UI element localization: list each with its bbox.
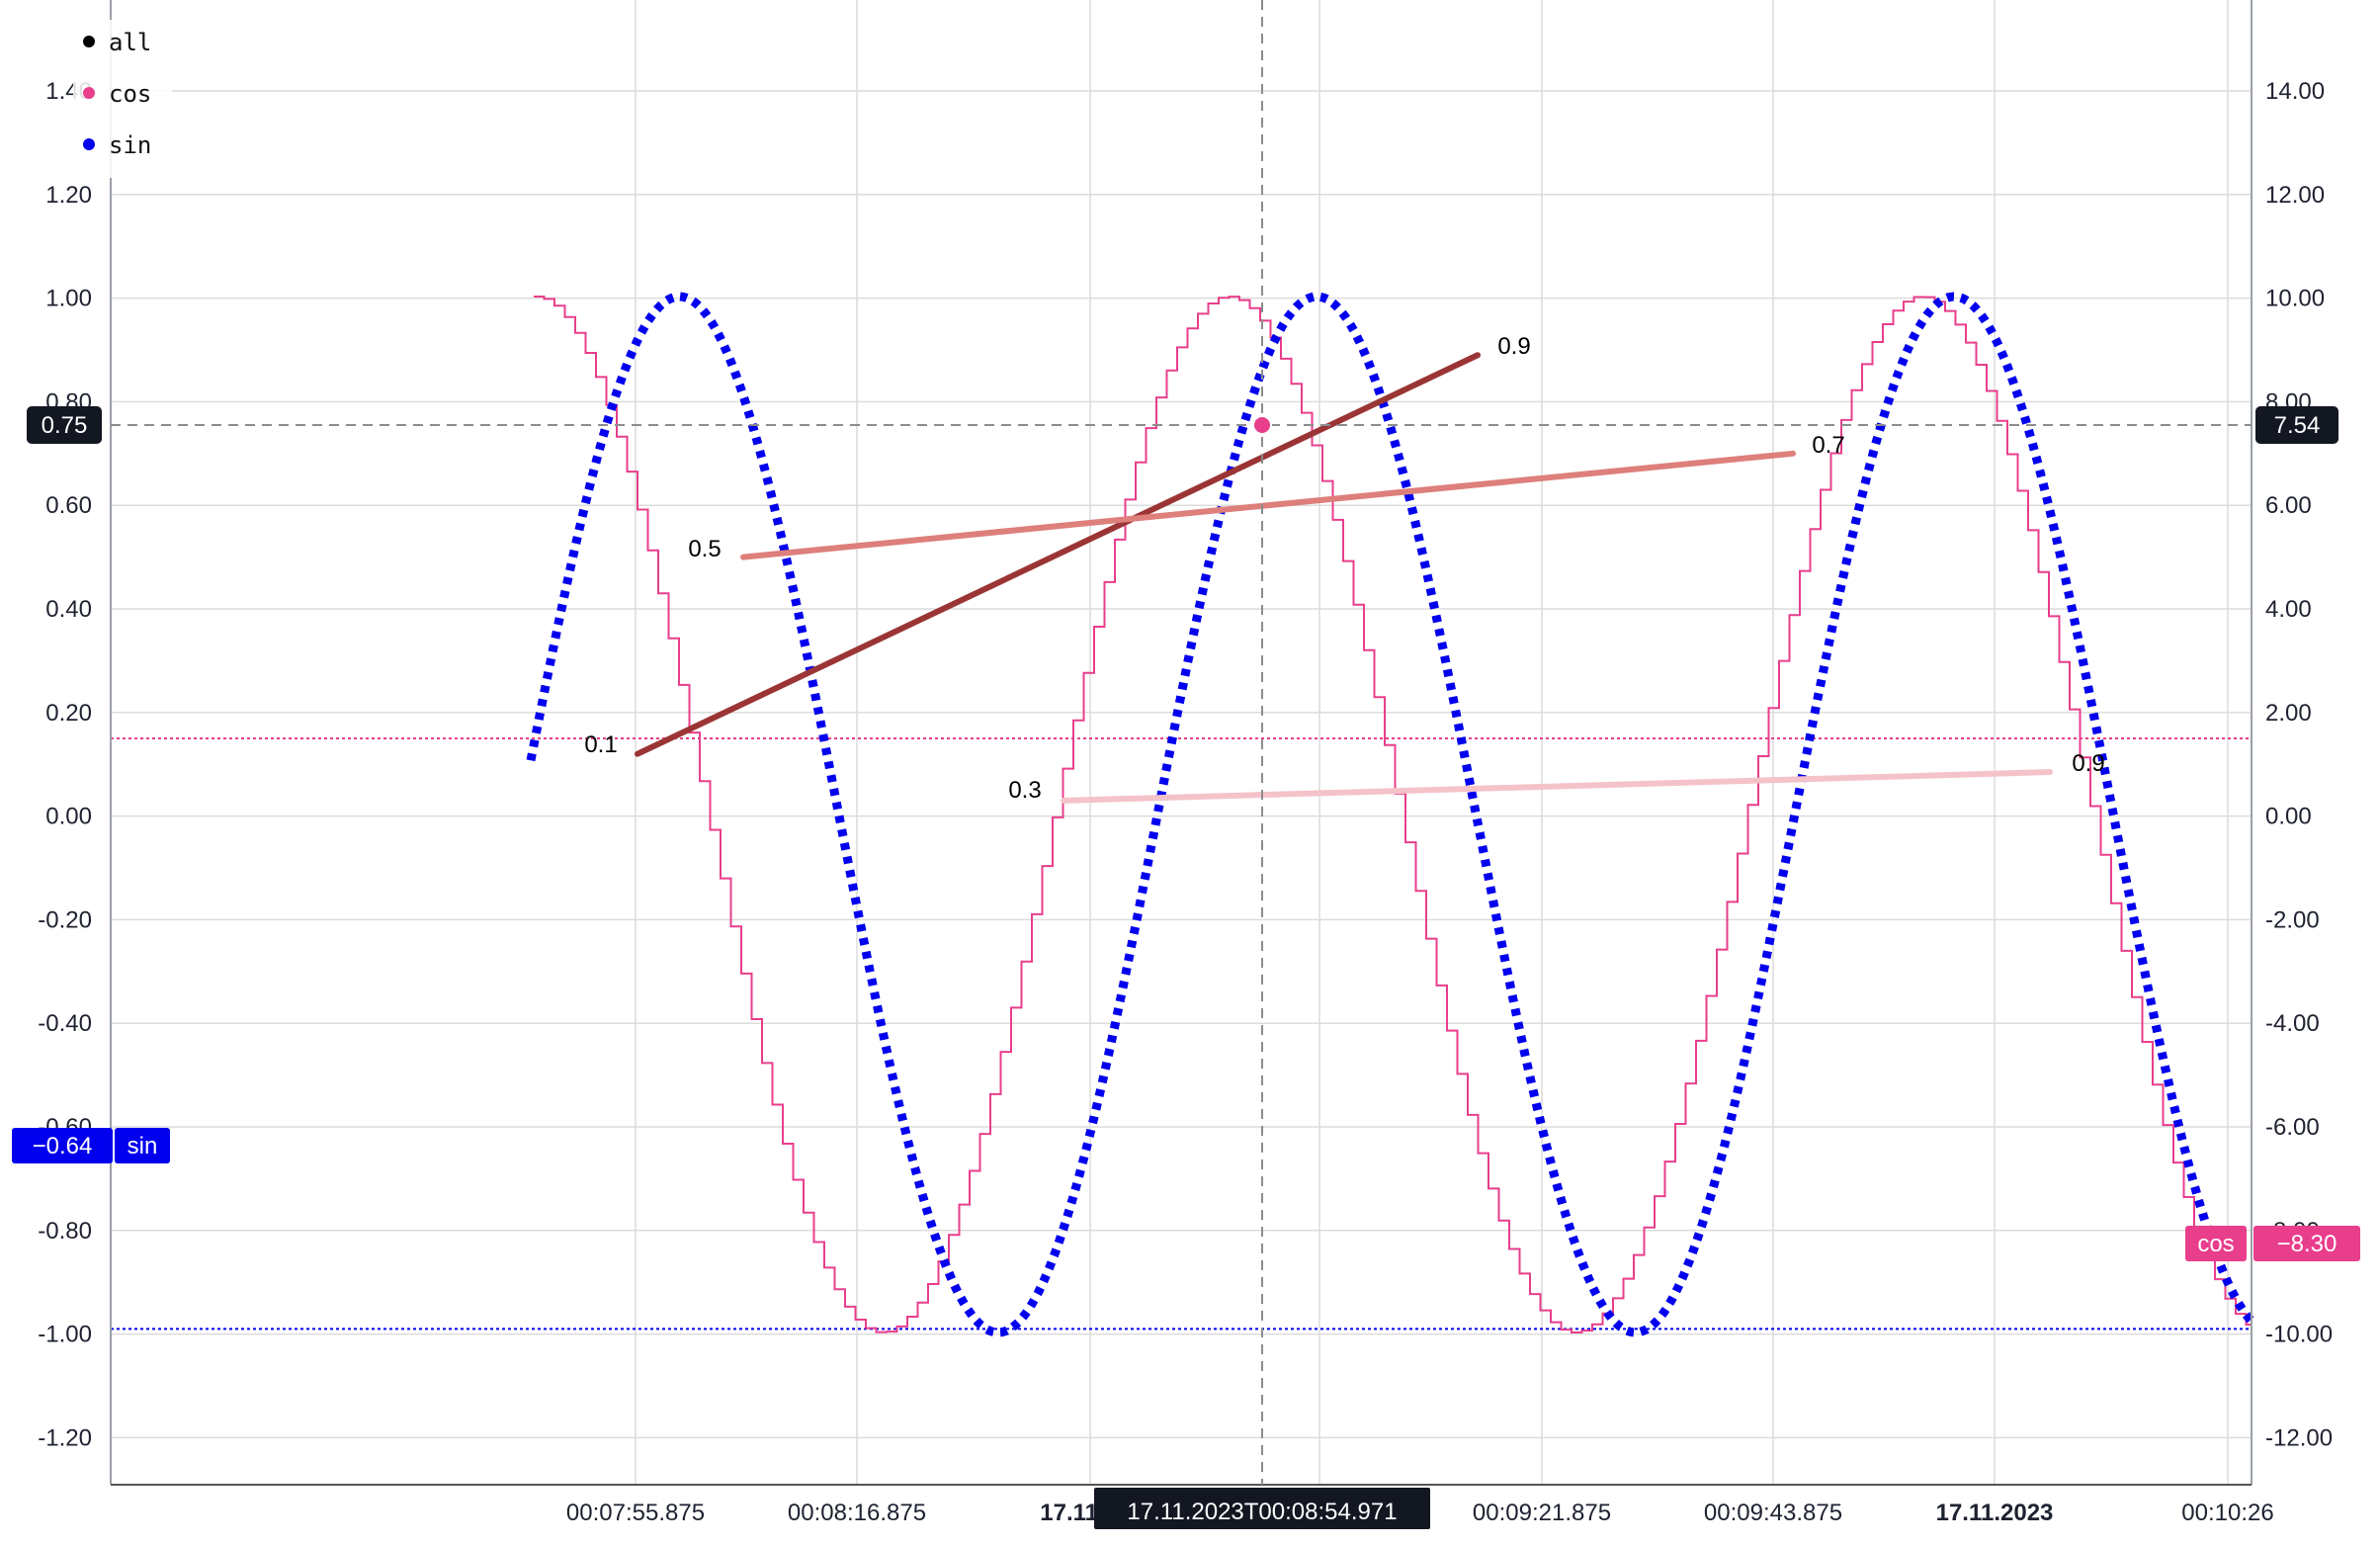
right-tick-label: -12.00 <box>2265 1424 2333 1451</box>
left-tick-label: -0.20 <box>38 906 92 933</box>
right-tick-label: 6.00 <box>2265 492 2312 519</box>
trend-line <box>635 352 1481 757</box>
trend-line <box>1061 769 2053 804</box>
x-tick-label: 00:09:21.875 <box>1473 1500 1611 1526</box>
trend-end-label: 0.9 <box>2072 750 2104 777</box>
trend-start-label: 0.1 <box>584 731 617 758</box>
x-tick-label: 00:07:55.875 <box>566 1500 705 1526</box>
right-tick-label: -4.00 <box>2265 1010 2320 1037</box>
trend-end-label: 0.7 <box>1812 432 1844 459</box>
left-tick-label: -0.80 <box>38 1218 92 1245</box>
value-tags: −0.64 sin cos −8.30 <box>12 1128 2360 1261</box>
right-tick-label: 14.00 <box>2265 78 2325 105</box>
crosshair-y-right-tag <box>2255 406 2338 444</box>
crosshair: 0.75 7.54 17.11.2023T00:08:54.971 <box>27 0 2338 1529</box>
cos-line <box>534 296 2252 1333</box>
trend-end-label: 0.9 <box>1497 333 1530 360</box>
left-tick-label: -0.40 <box>38 1010 92 1037</box>
right-tick-label: -10.00 <box>2265 1322 2333 1348</box>
trend-start-label: 0.3 <box>1008 777 1041 804</box>
axes: 1.401.201.000.800.600.400.200.00-0.20-0.… <box>38 0 2333 1526</box>
legend-cos-label[interactable]: cos <box>109 80 151 108</box>
right-tick-label: 10.00 <box>2265 286 2325 312</box>
crosshair-point <box>1252 415 1272 435</box>
right-tick-label: 12.00 <box>2265 182 2325 209</box>
right-tick-label: 2.00 <box>2265 700 2312 727</box>
sin-name-tag <box>115 1128 170 1163</box>
trend-line <box>740 450 1796 560</box>
crosshair-y-right-label: 7.54 <box>2274 412 2321 439</box>
legend-cos-marker <box>83 87 95 99</box>
legend-sin-label[interactable]: sin <box>109 131 151 159</box>
cos-name-label: cos <box>2197 1231 2234 1257</box>
x-tick-label: 00:08:16.875 <box>788 1500 926 1526</box>
left-tick-label: -1.20 <box>38 1424 92 1451</box>
x-tick-label: 17.11.2023 <box>1936 1500 2054 1526</box>
crosshair-y-left-label: 0.75 <box>42 412 88 439</box>
crosshair-y-left-tag <box>27 406 102 444</box>
crosshair-x-label: 17.11.2023T00:08:54.971 <box>1127 1499 1397 1525</box>
x-tick-label: 17.11. <box>1040 1500 1104 1526</box>
legend-all-label[interactable]: all <box>109 29 151 56</box>
cos-name-tag <box>2185 1226 2247 1261</box>
sin-value-label: −0.64 <box>33 1133 93 1160</box>
left-tick-label: 0.40 <box>45 596 92 623</box>
sin-value-tag <box>12 1128 113 1163</box>
cos-value-label: −8.30 <box>2277 1231 2338 1257</box>
trend-lines[interactable]: 0.1 0.9 0.5 0.7 0.3 0.9 <box>584 333 2104 804</box>
legend-all-marker <box>83 36 95 47</box>
legend-sin-marker <box>83 138 95 150</box>
right-tick-label: -2.00 <box>2265 906 2320 933</box>
sin-line <box>526 292 2255 1337</box>
right-tick-label: -6.00 <box>2265 1114 2320 1141</box>
left-tick-label: 1.00 <box>45 286 92 312</box>
crosshair-x-tag <box>1094 1488 1430 1529</box>
series-cos <box>534 296 2252 1333</box>
right-tick-label: 0.00 <box>2265 804 2312 830</box>
left-tick-label: 0.00 <box>45 804 92 830</box>
grid <box>111 0 2252 1485</box>
x-tick-label: 00:09:43.875 <box>1704 1500 1842 1526</box>
legend[interactable]: all cos sin <box>73 20 172 178</box>
left-tick-label: 0.20 <box>45 700 92 727</box>
trend-start-label: 0.5 <box>688 536 721 562</box>
right-tick-label: 4.00 <box>2265 596 2312 623</box>
left-tick-label: -1.00 <box>38 1322 92 1348</box>
reference-lines <box>111 737 2252 1331</box>
left-tick-label: 1.20 <box>45 182 92 209</box>
x-tick-label: 00:10:26 <box>2181 1500 2273 1526</box>
left-tick-label: 0.60 <box>45 492 92 519</box>
series-sin <box>526 292 2255 1337</box>
sin-name-label: sin <box>128 1133 158 1160</box>
cos-value-tag <box>2253 1226 2360 1261</box>
